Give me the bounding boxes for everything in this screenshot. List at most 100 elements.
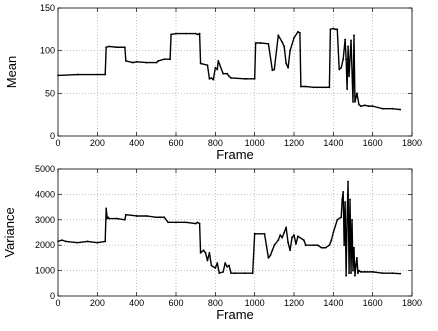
data-point [108, 45, 111, 48]
data-point [105, 207, 108, 210]
data-point [356, 92, 358, 95]
data-point [289, 49, 291, 52]
data-point [226, 265, 229, 268]
data-point [283, 45, 286, 48]
data-point [214, 267, 217, 269]
x-tick-label: 1600 [363, 298, 383, 308]
data-point [210, 264, 213, 267]
data-point [210, 77, 213, 79]
data-point [341, 198, 344, 201]
data-point [287, 241, 289, 244]
plot-mean: 0 200 400 600 800 1000 1200 1400 1600 1800 0 50 100 1… [4, 3, 422, 162]
data-point [64, 240, 67, 243]
data-point [184, 32, 187, 35]
data-point [269, 254, 272, 257]
data-point [157, 60, 160, 62]
data-point [106, 217, 109, 220]
data-point [224, 262, 227, 264]
data-point [304, 85, 307, 88]
data-point [222, 72, 225, 75]
data-point [352, 269, 354, 272]
data-point [163, 58, 166, 61]
data-point [123, 218, 126, 221]
data-point [123, 46, 126, 49]
data-point [259, 42, 262, 44]
data-point [354, 274, 356, 277]
data-point [271, 69, 274, 72]
data-point [312, 244, 315, 247]
data-point [354, 100, 356, 103]
y-axis-label: Variance [2, 207, 17, 257]
x-tick-label: 1600 [363, 138, 383, 148]
data-point [254, 232, 257, 235]
data-point [277, 239, 280, 242]
data-point [391, 107, 394, 110]
data-point [320, 86, 323, 89]
data-point [363, 104, 366, 107]
data-point [273, 244, 276, 247]
x-tick-label: 0 [55, 138, 60, 148]
data-point [216, 68, 219, 71]
data-point [279, 234, 282, 236]
data-point [371, 105, 374, 108]
data-point [291, 236, 293, 239]
data-point [344, 38, 347, 41]
plot-variance: 0 200 400 600 800 1000 1200 1400 1600 1800 0 1000 20… [2, 164, 422, 322]
data-point [399, 108, 402, 111]
data-point [320, 246, 323, 249]
data-point [184, 221, 187, 224]
data-point [226, 72, 229, 75]
data-point [345, 58, 348, 61]
data-point [289, 249, 291, 252]
data-point [198, 32, 201, 35]
data-point [330, 239, 333, 242]
data-point [295, 243, 297, 245]
data-point [131, 61, 134, 64]
data-point [328, 86, 331, 89]
data-point [336, 28, 339, 31]
data-point [61, 239, 63, 242]
data-point [391, 272, 394, 275]
data-point [230, 77, 232, 79]
data-point [356, 257, 358, 259]
data-point [96, 241, 99, 244]
data-point [145, 215, 148, 217]
data-point [346, 88, 348, 90]
data-point [108, 217, 111, 220]
data-point [381, 272, 384, 275]
data-point [155, 216, 158, 219]
data-point [359, 105, 362, 108]
data-point [228, 75, 231, 78]
data-point [348, 75, 350, 78]
data-point [196, 221, 199, 224]
data-point [353, 246, 355, 249]
series-line-0 [57, 27, 401, 111]
data-point [243, 272, 246, 275]
data-point [202, 249, 205, 252]
x-tick-label: 200 [90, 298, 105, 308]
data-point [334, 28, 337, 31]
data-point [285, 226, 288, 229]
data-point [145, 61, 148, 64]
data-point [76, 241, 79, 244]
data-point [251, 272, 254, 275]
data-point [297, 235, 299, 238]
data-point [340, 66, 343, 69]
data-point [76, 73, 79, 76]
data-point [254, 42, 257, 44]
data-point [342, 58, 345, 61]
data-point [199, 62, 202, 65]
data-point [135, 215, 138, 217]
y-tick-label: 150 [40, 3, 55, 13]
x-tick-label: 600 [168, 298, 183, 308]
data-point [267, 257, 270, 259]
data-point [135, 60, 138, 63]
x-tick-label: 1200 [284, 298, 304, 308]
y-tick-label: 2000 [35, 240, 55, 250]
x-tick-label: 1000 [245, 298, 265, 308]
data-point [312, 86, 315, 89]
data-point [351, 218, 353, 221]
data-point [206, 64, 209, 67]
data-point [212, 78, 215, 81]
